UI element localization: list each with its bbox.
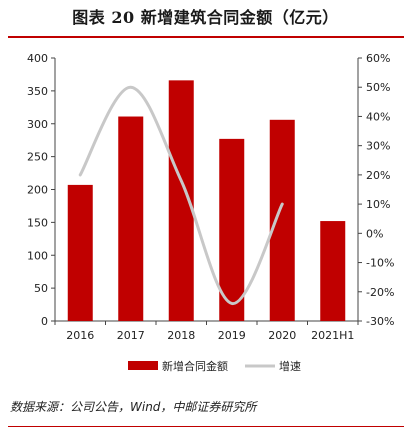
bar: [269, 119, 295, 322]
y-left-tick-label: 200: [27, 184, 48, 197]
axes-layer: 0 50 100 150 200 250 300 350 400 -30% -20% -10% 0% 10…: [27, 52, 394, 342]
y-right-tick-label: 50%: [366, 81, 390, 94]
bar: [118, 116, 144, 321]
y-left-tick-label: 0: [41, 315, 48, 328]
y-left-tick-label: 400: [27, 52, 48, 65]
bottom-divider: [8, 426, 404, 427]
y-right-tick-label: 10%: [366, 198, 390, 211]
growth-line: [78, 85, 284, 305]
legend-bar-swatch: [128, 361, 158, 370]
x-tick-label: 2019: [218, 329, 246, 342]
x-tick-label: 2020: [268, 329, 296, 342]
source-note: 数据来源：公司公告，Wind，中邮证券研究所: [10, 400, 257, 414]
bar: [320, 221, 346, 321]
legend-bar-label: 新增合同金额: [162, 359, 228, 373]
line-layer: [78, 85, 284, 305]
y-left-tick-label: 300: [27, 118, 48, 131]
legend: 新增合同金额 增速: [128, 359, 301, 373]
bars-layer: [67, 80, 346, 322]
x-tick-label: 2017: [117, 329, 145, 342]
x-tick-label: 2021H1: [311, 329, 354, 342]
y-left-tick-label: 250: [27, 151, 48, 164]
chart-title: 图表 20 新增建筑合同金额（亿元）: [72, 8, 339, 27]
y-right-tick-label: 60%: [366, 52, 390, 65]
y-right-tick-label: -10%: [366, 257, 394, 270]
y-right-tick-label: -20%: [366, 286, 394, 299]
y-right-tick-label: 30%: [366, 140, 390, 153]
bar: [67, 184, 93, 321]
y-left-tick-label: 350: [27, 85, 48, 98]
x-tick-label: 2018: [167, 329, 195, 342]
x-tick-label: 2016: [66, 329, 94, 342]
y-right-tick-label: 20%: [366, 169, 390, 182]
title-divider: [8, 36, 404, 38]
legend-line-label: 增速: [279, 359, 301, 373]
bar: [219, 138, 245, 321]
y-left-tick-label: 150: [27, 216, 48, 229]
y-right-tick-label: 0%: [366, 227, 383, 240]
y-left-tick-label: 50: [34, 282, 48, 295]
y-right-tick-label: -30%: [366, 315, 394, 328]
y-left-tick-label: 100: [27, 249, 48, 262]
y-right-tick-label: 40%: [366, 110, 390, 123]
